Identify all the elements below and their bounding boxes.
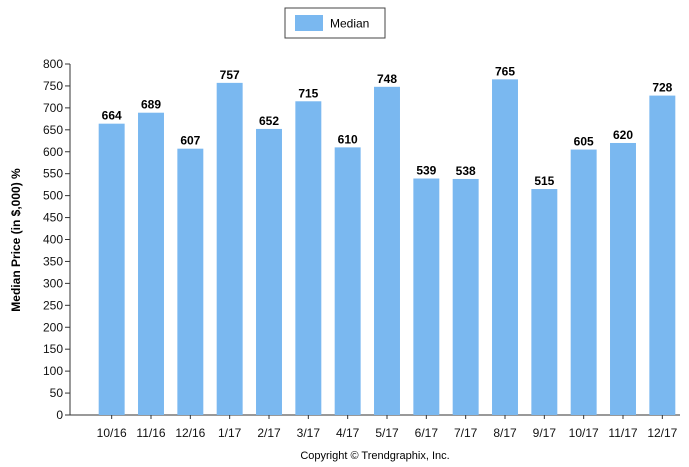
y-tick-label: 700	[43, 101, 63, 115]
bar	[216, 82, 243, 416]
y-tick-label: 650	[43, 123, 63, 137]
y-tick-label: 200	[43, 320, 63, 334]
bar	[98, 123, 125, 416]
bar	[334, 147, 361, 416]
bar	[492, 79, 518, 415]
y-tick-label: 500	[43, 189, 63, 203]
x-tick-label: 9/17	[533, 426, 557, 440]
bar-value-label: 715	[298, 86, 318, 100]
bar-value-label: 664	[102, 109, 122, 123]
bar	[531, 189, 558, 415]
bar-value-label: 605	[574, 135, 594, 149]
x-tick-label: 10/16	[97, 426, 127, 440]
bar-value-label: 652	[259, 114, 279, 128]
copyright-footer: Copyright © Trendgraphix, Inc.	[300, 450, 449, 462]
x-tick-label: 10/17	[569, 426, 599, 440]
x-tick-label: 3/17	[297, 426, 321, 440]
x-tick-label: 2/17	[257, 426, 281, 440]
bar-value-label: 620	[613, 128, 633, 142]
bar	[177, 148, 204, 415]
y-tick-label: 800	[43, 57, 63, 71]
y-tick-label: 400	[43, 233, 63, 247]
bar	[452, 178, 479, 415]
bar	[413, 178, 440, 415]
legend-swatch	[295, 15, 323, 31]
y-tick-label: 550	[43, 167, 63, 181]
bar	[138, 112, 164, 416]
legend: Median	[284, 7, 386, 39]
x-tick-label: 12/17	[647, 426, 677, 440]
x-tick-label: 1/17	[218, 426, 242, 440]
bar-value-label: 689	[141, 98, 161, 112]
x-tick-label: 12/16	[175, 426, 205, 440]
x-tick-label: 11/17	[608, 426, 637, 440]
x-tick-label: 5/17	[375, 426, 399, 440]
bar	[374, 86, 400, 415]
bar	[256, 128, 282, 415]
bar	[649, 95, 676, 415]
x-tick-label: 7/17	[454, 426, 478, 440]
y-tick-label: 150	[43, 342, 63, 356]
legend-label: Median	[330, 17, 369, 31]
bar	[610, 142, 636, 415]
y-tick-label: 300	[43, 276, 63, 290]
bar-value-label: 765	[495, 64, 515, 78]
y-tick-label: 0	[56, 408, 63, 422]
bar-value-label: 538	[456, 164, 476, 178]
bar-value-label: 607	[180, 134, 200, 148]
bar-value-label: 728	[652, 81, 672, 95]
y-tick-label: 100	[43, 364, 63, 378]
bar-value-label: 610	[338, 132, 358, 146]
x-tick-label: 4/17	[336, 426, 360, 440]
x-tick-label: 8/17	[493, 426, 517, 440]
y-tick-label: 750	[43, 79, 63, 93]
bar-value-label: 539	[416, 164, 436, 178]
x-tick-label: 6/17	[415, 426, 439, 440]
bar-value-label: 757	[220, 68, 240, 82]
y-tick-label: 600	[43, 145, 63, 159]
plot-area: 0 50 100 150 200 250 300 350 400 450 500 550 600 650 7…	[43, 57, 680, 440]
y-tick-label: 50	[50, 386, 64, 400]
y-tick-label: 450	[43, 211, 63, 225]
bar	[570, 149, 597, 415]
bar-value-label: 748	[377, 72, 397, 86]
y-axis-label: Median Price (in $,000) %	[9, 168, 23, 312]
y-tick-label: 350	[43, 254, 63, 268]
bar-value-label: 515	[534, 174, 554, 188]
x-tick-label: 11/16	[136, 426, 165, 440]
bar	[295, 101, 322, 415]
y-tick-label: 250	[43, 298, 63, 312]
